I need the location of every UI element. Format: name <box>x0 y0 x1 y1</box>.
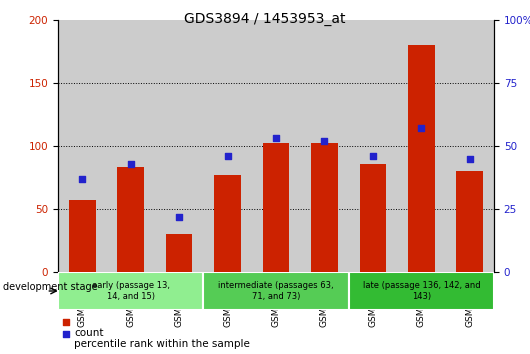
Bar <box>359 164 386 272</box>
Point <box>61 331 70 337</box>
Bar <box>408 45 435 272</box>
Bar <box>204 20 252 272</box>
Text: early (passage 13,
14, and 15): early (passage 13, 14, and 15) <box>92 281 170 301</box>
Text: GSM610470: GSM610470 <box>78 272 87 327</box>
Text: GSM610472: GSM610472 <box>174 272 183 327</box>
Bar <box>456 171 483 272</box>
Bar <box>107 20 155 272</box>
Point <box>369 153 377 159</box>
Point <box>61 320 70 325</box>
Bar <box>263 143 289 272</box>
Point <box>223 153 232 159</box>
Bar <box>117 167 144 272</box>
Text: count: count <box>74 328 103 338</box>
Bar <box>252 20 300 272</box>
Text: GSM610477: GSM610477 <box>417 272 426 327</box>
Point <box>465 156 474 161</box>
Text: GSM610478: GSM610478 <box>465 272 474 327</box>
Bar <box>155 20 204 272</box>
Bar <box>166 234 192 272</box>
Text: GSM610473: GSM610473 <box>223 272 232 327</box>
Text: GSM610476: GSM610476 <box>368 272 377 327</box>
Bar <box>349 272 494 310</box>
Bar <box>300 20 349 272</box>
Bar <box>58 272 204 310</box>
Bar <box>397 20 446 272</box>
Point <box>127 161 135 166</box>
Bar <box>349 20 397 272</box>
Text: late (passage 136, 142, and
143): late (passage 136, 142, and 143) <box>363 281 480 301</box>
Bar <box>214 175 241 272</box>
Bar <box>446 20 494 272</box>
Point <box>175 214 183 219</box>
Bar <box>58 20 107 272</box>
Text: intermediate (passages 63,
71, and 73): intermediate (passages 63, 71, and 73) <box>218 281 334 301</box>
Text: GSM610475: GSM610475 <box>320 272 329 327</box>
Point <box>417 126 426 131</box>
Text: GSM610474: GSM610474 <box>271 272 280 327</box>
Bar <box>69 200 95 272</box>
Text: percentile rank within the sample: percentile rank within the sample <box>74 339 250 349</box>
Point <box>78 176 86 182</box>
Text: development stage: development stage <box>3 282 98 292</box>
Point <box>320 138 329 144</box>
Text: GSM610471: GSM610471 <box>126 272 135 327</box>
Bar <box>204 272 349 310</box>
Bar <box>311 143 338 272</box>
Text: GDS3894 / 1453953_at: GDS3894 / 1453953_at <box>184 12 346 27</box>
Point <box>272 136 280 141</box>
